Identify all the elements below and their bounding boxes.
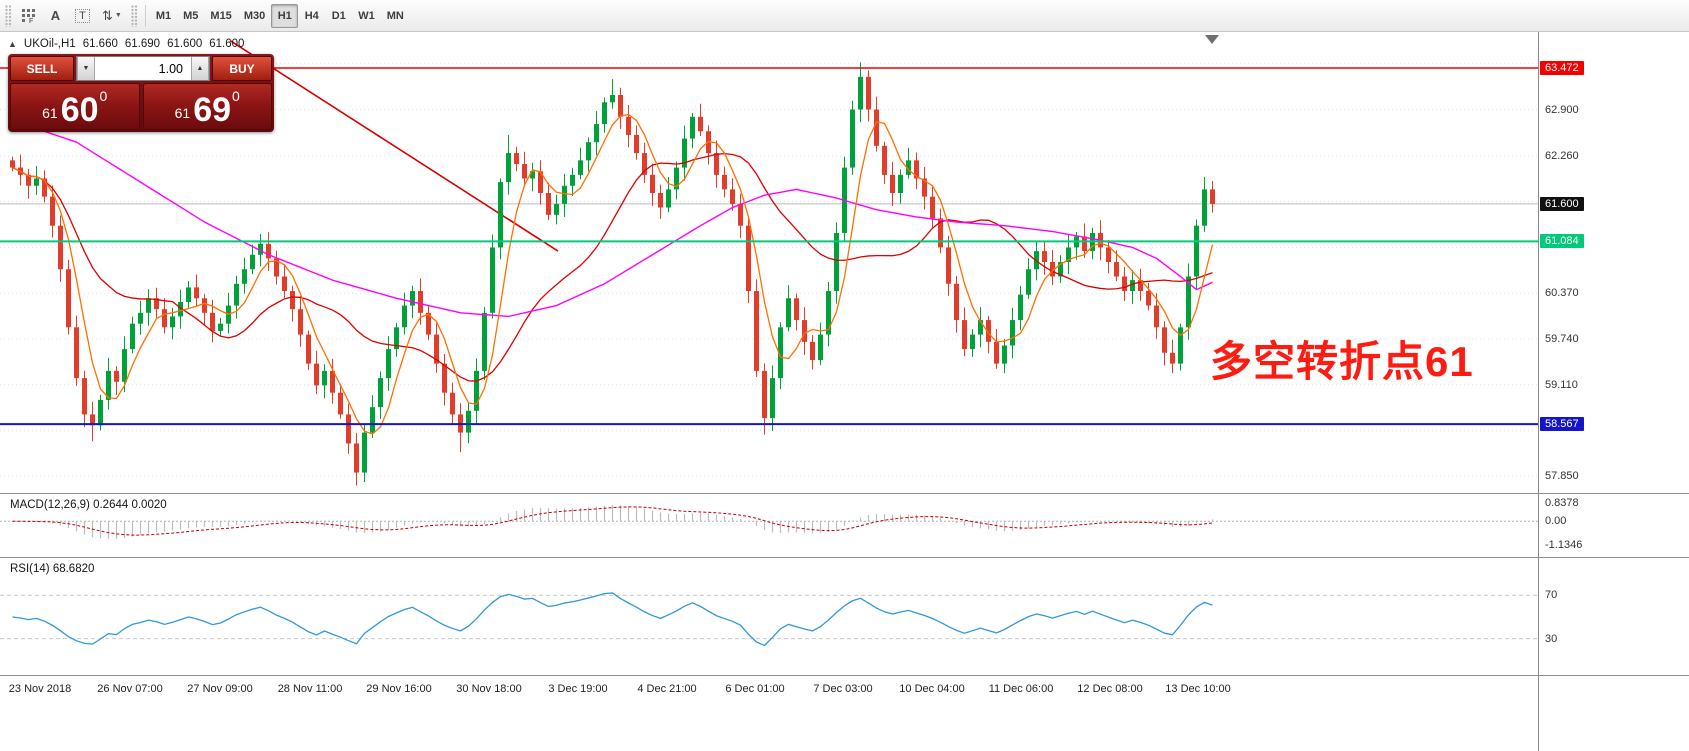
ohlc-low: 61.600 <box>167 38 203 50</box>
panel-expander-icon[interactable]: ▲ <box>8 39 17 49</box>
price-axis-label: 59.740 <box>1545 332 1579 345</box>
rsi-axis[interactable]: 70 30 <box>1538 558 1689 675</box>
text-box-glyph: T <box>75 8 90 23</box>
price-axis-line-badge: 58.567 <box>1540 417 1584 432</box>
chevron-down-icon: ▼ <box>114 12 122 19</box>
trade-panel-controls: SELL ▼ 1.00 ▲ BUY <box>10 56 272 81</box>
ohlc-high: 61.690 <box>124 38 161 50</box>
price-axis-line-badge: 61.084 <box>1540 234 1584 249</box>
time-axis[interactable]: 23 Nov 2018 26 Nov 07:00 27 Nov 09:00 28 No… <box>0 675 1689 751</box>
price-axis-line-badge: 63.472 <box>1540 61 1584 75</box>
timeframe-h1[interactable]: H1 <box>271 3 299 28</box>
price-axis-label: 57.850 <box>1545 470 1579 483</box>
symbol-ohlc-line: ▲ UKOil-,H1 61.660 61.690 61.600 61.600 <box>8 38 244 50</box>
trade-panel-prices: 61 60 0 61 69 0 <box>10 83 272 130</box>
dots-grid-glyph: F <box>22 9 35 23</box>
time-axis-label: 27 Nov 09:00 <box>187 683 253 695</box>
svg-text:F: F <box>29 18 33 23</box>
price-axis-label: 62.260 <box>1545 149 1579 162</box>
timeframe-m5[interactable]: M5 <box>177 4 204 28</box>
price-axis-label: 62.900 <box>1545 103 1579 116</box>
bid-price-button[interactable]: 61 60 0 <box>10 83 140 130</box>
time-axis-label: 10 Dec 04:00 <box>899 683 965 695</box>
text-label-icon[interactable]: A <box>50 8 61 23</box>
timeframe-d1[interactable]: D1 <box>325 4 352 28</box>
time-axis-label: 13 Dec 10:00 <box>1165 683 1231 695</box>
symbol-name: UKOil-,H1 <box>23 38 76 50</box>
timeframe-m30[interactable]: M30 <box>238 4 271 28</box>
time-axis-label: 12 Dec 08:00 <box>1077 683 1143 695</box>
rsi-canvas[interactable] <box>0 558 1538 676</box>
ohlc-open: 61.660 <box>82 38 118 50</box>
time-axis-label: 3 Dec 19:00 <box>548 683 608 695</box>
time-axis-corner <box>1538 676 1689 751</box>
time-axis-label: 7 Dec 03:00 <box>813 683 873 695</box>
time-axis-label: 4 Dec 21:00 <box>637 683 697 695</box>
dots-grid-icon[interactable]: F <box>15 4 42 28</box>
volume-field-group: ▼ 1.00 ▲ <box>76 56 210 81</box>
toolbar-separator <box>144 4 146 27</box>
timeframe-mn[interactable]: MN <box>381 4 410 28</box>
ask-price-prefix: 61 <box>174 105 191 121</box>
price-axis-label: 60.370 <box>1545 287 1579 300</box>
time-axis-label: 28 Nov 11:00 <box>277 683 343 695</box>
ohlc-close: 61.600 <box>209 38 245 50</box>
rsi-panel[interactable]: RSI(14) 68.6820 70 30 <box>0 557 1689 675</box>
one-click-trading-panel: SELL ▼ 1.00 ▲ BUY 61 60 0 61 69 0 <box>8 54 274 132</box>
current-price-badge: 61.600 <box>1540 196 1584 211</box>
arrow-tools-icon[interactable]: ⇅ ▼ <box>96 4 128 28</box>
macd-label: MACD(12,26,9) 0.2644 0.0020 <box>10 499 167 511</box>
volume-input[interactable]: 1.00 <box>158 61 183 76</box>
rsi-axis-label: 30 <box>1545 632 1558 645</box>
arrows-glyph: ⇅ <box>102 7 113 23</box>
volume-increase-button[interactable]: ▲ <box>191 57 209 80</box>
time-axis-label: 26 Nov 07:00 <box>97 683 163 695</box>
time-axis-label: 29 Nov 16:00 <box>366 683 432 695</box>
time-axis-label: 30 Nov 18:00 <box>456 683 522 695</box>
time-axis-label: 23 Nov 2018 <box>8 683 72 695</box>
time-axis-label: 11 Dec 06:00 <box>988 683 1054 695</box>
buy-button[interactable]: BUY <box>212 56 272 81</box>
price-axis-label: 59.110 <box>1545 378 1578 391</box>
ask-price-pip: 0 <box>232 88 240 104</box>
timeframe-m15[interactable]: M15 <box>204 4 237 28</box>
ask-price-button[interactable]: 61 69 0 <box>142 83 272 130</box>
top-toolbar: F A T ⇅ ▼ M1 M5 M15 M30 H1 H4 D1 W1 MN <box>0 0 1689 32</box>
bid-price-prefix: 61 <box>42 105 58 121</box>
volume-decrease-button[interactable]: ▼ <box>77 57 95 80</box>
text-box-icon[interactable]: T <box>69 4 96 28</box>
timeframe-group: M1 M5 M15 M30 H1 H4 D1 W1 MN <box>150 3 410 28</box>
macd-canvas[interactable] <box>0 494 1538 558</box>
time-axis-label: 6 Dec 01:00 <box>725 683 785 695</box>
macd-panel[interactable]: MACD(12,26,9) 0.2644 0.0020 0.8378 0.00 -1… <box>0 493 1689 557</box>
chart-text-annotation[interactable]: 多空转折点61 <box>1210 338 1474 385</box>
rsi-label: RSI(14) 68.6820 <box>10 563 95 575</box>
macd-axis-label: 0.00 <box>1545 515 1567 528</box>
price-axis[interactable]: 62.900 62.260 60.370 59.740 59.110 57.850 63.4… <box>1538 32 1689 493</box>
macd-axis-label: -1.1346 <box>1545 539 1583 552</box>
timeframe-h4[interactable]: H4 <box>298 4 325 28</box>
sell-button[interactable]: SELL <box>10 56 74 81</box>
macd-axis-label: 0.8378 <box>1545 497 1579 510</box>
toolbar-grip-2[interactable] <box>130 4 138 27</box>
bid-price-main: 60 <box>60 91 99 130</box>
bid-price-pip: 0 <box>99 88 108 104</box>
rsi-axis-label: 70 <box>1545 589 1558 602</box>
timeframe-w1[interactable]: W1 <box>352 4 381 28</box>
toolbar-grip[interactable] <box>5 4 12 27</box>
macd-axis[interactable]: 0.8378 0.00 -1.1346 <box>1538 494 1689 557</box>
ask-price-main: 69 <box>193 91 232 130</box>
timeframe-m1[interactable]: M1 <box>150 4 177 28</box>
main-chart-area[interactable]: 62.900 62.260 60.370 59.740 59.110 57.850 63.4… <box>0 32 1689 493</box>
